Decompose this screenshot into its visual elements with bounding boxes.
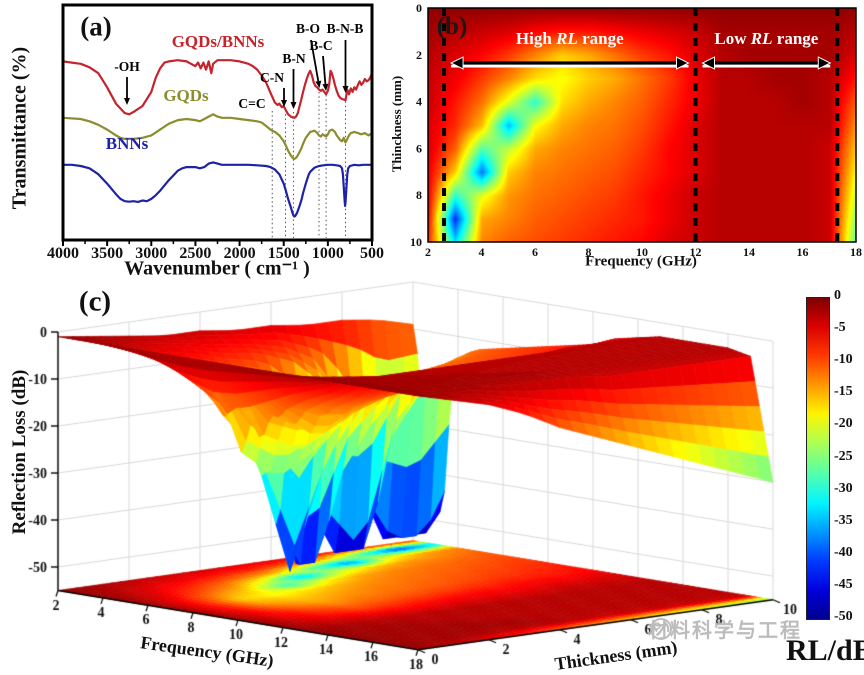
spectrum-gqds-bnns: [61, 59, 374, 119]
panel-a-letter: (a): [80, 11, 112, 42]
b-y-tick-label: 0: [416, 4, 422, 15]
watermark-logo-icon: [650, 617, 672, 640]
x-tick-label: 1000: [312, 245, 344, 262]
annotation-arrowhead: [281, 100, 287, 107]
range-arrowhead: [817, 56, 832, 70]
b-x-tick-label: 2: [425, 245, 431, 259]
colorbar-tick-label: -30: [834, 480, 853, 496]
panel-c-letter: (c): [78, 285, 112, 318]
annotation-arrowhead: [124, 98, 130, 105]
b-y-tick-label: 4: [416, 95, 422, 109]
annotation-arrowhead: [342, 86, 349, 93]
rl-3d-surface: [0, 280, 864, 675]
range-arrowhead: [449, 56, 464, 70]
colorbar-tick-label: -45: [834, 576, 853, 592]
panel-c-z-axis-title: Reflection Loss (dB): [9, 369, 30, 535]
x-tick-label: 3500: [91, 245, 123, 262]
colorbar-tick-label: 0: [834, 288, 841, 303]
series-label: BNNs: [106, 134, 149, 153]
x-tick-label: 500: [360, 245, 384, 262]
annotation-label: B-O: [296, 21, 320, 36]
x-tick-label: 4000: [47, 245, 79, 262]
b-x-tick-label: 10: [636, 245, 648, 259]
colorbar-tick-label: -20: [834, 416, 853, 432]
annotation-arrow: [322, 55, 327, 85]
annotation-label: B-C: [309, 38, 332, 53]
colorbar: [806, 297, 830, 620]
annotation-label: B-N: [282, 51, 306, 66]
annotation-label: C-N: [260, 70, 284, 85]
rl-heatmap-overlay: High RL range Low RL range 2 4 6 8 10 12 14 16 18 0…: [410, 4, 862, 259]
rl-heatmap: [428, 8, 856, 242]
panel-b-x-axis-title: Frequency (GHz): [585, 253, 697, 270]
colorbar-tick-label: -35: [834, 512, 853, 528]
series-label: GQDs/BNNs: [172, 32, 265, 51]
watermark: 材料科学与工程: [648, 614, 802, 643]
range-arrowhead: [676, 56, 690, 70]
annotation-arrow: [310, 39, 320, 82]
b-y-tick-label: 6: [416, 141, 422, 155]
b-x-tick-label: 4: [479, 245, 485, 259]
region-label: High RL range: [516, 29, 624, 48]
spectrum-bnns: [61, 161, 374, 218]
annotation-arrowhead: [290, 102, 297, 109]
b-x-tick-label: 8: [586, 245, 592, 259]
annotation-arrowhead: [315, 80, 322, 88]
colorbar-tick-label: -50: [834, 609, 853, 624]
heatmap-border: [427, 7, 857, 243]
b-x-tick-label: 16: [797, 245, 809, 259]
series-label: GQDs: [163, 86, 209, 105]
b-y-tick-label: 10: [410, 235, 422, 249]
colorbar-tick-label: -5: [834, 320, 846, 336]
panel-b-y-axis-title: Thinckness (mm): [389, 75, 404, 173]
region-label: Low RL range: [714, 29, 818, 48]
b-x-tick-label: 6: [532, 245, 538, 259]
ftir-spectra-chart: 4000 3500 3000 2500 2000 1500 1000 500 GQDs/BNNs…: [47, 3, 384, 262]
panel-b-letter: (b): [436, 13, 468, 40]
annotation-label: C=C: [238, 96, 265, 111]
annotation-arrowhead: [322, 83, 329, 91]
b-y-tick-label: 8: [416, 188, 422, 202]
annotation-label: -OH: [114, 59, 140, 74]
colorbar-tick-label: -25: [834, 448, 853, 464]
spectrum-gqds: [61, 113, 374, 160]
colorbar-tick-label: -40: [834, 544, 853, 560]
colorbar-tick-label: -10: [834, 352, 853, 368]
colorbar-tick-label: -15: [834, 384, 853, 400]
x-tick-label: 2500: [179, 245, 211, 262]
b-x-tick-label: 12: [690, 245, 702, 259]
panel-a-y-axis-title: Transmittance (%): [8, 46, 31, 210]
panel-a-x-axis-title: Wavenumber ( cm⁻¹ ): [124, 257, 310, 280]
range-arrowhead: [701, 56, 715, 70]
b-x-tick-label: 14: [743, 245, 755, 259]
annotation-label: B-N-B: [327, 21, 364, 36]
b-x-tick-label: 18: [850, 245, 862, 259]
x-tick-label: 2000: [224, 245, 256, 262]
colorbar-label: RL/dB: [786, 634, 864, 667]
watermark-text: 材料科学与工程: [648, 620, 802, 642]
b-y-tick-label: 2: [416, 48, 422, 62]
x-tick-label: 1500: [268, 245, 300, 262]
x-tick-label: 3000: [135, 245, 167, 262]
